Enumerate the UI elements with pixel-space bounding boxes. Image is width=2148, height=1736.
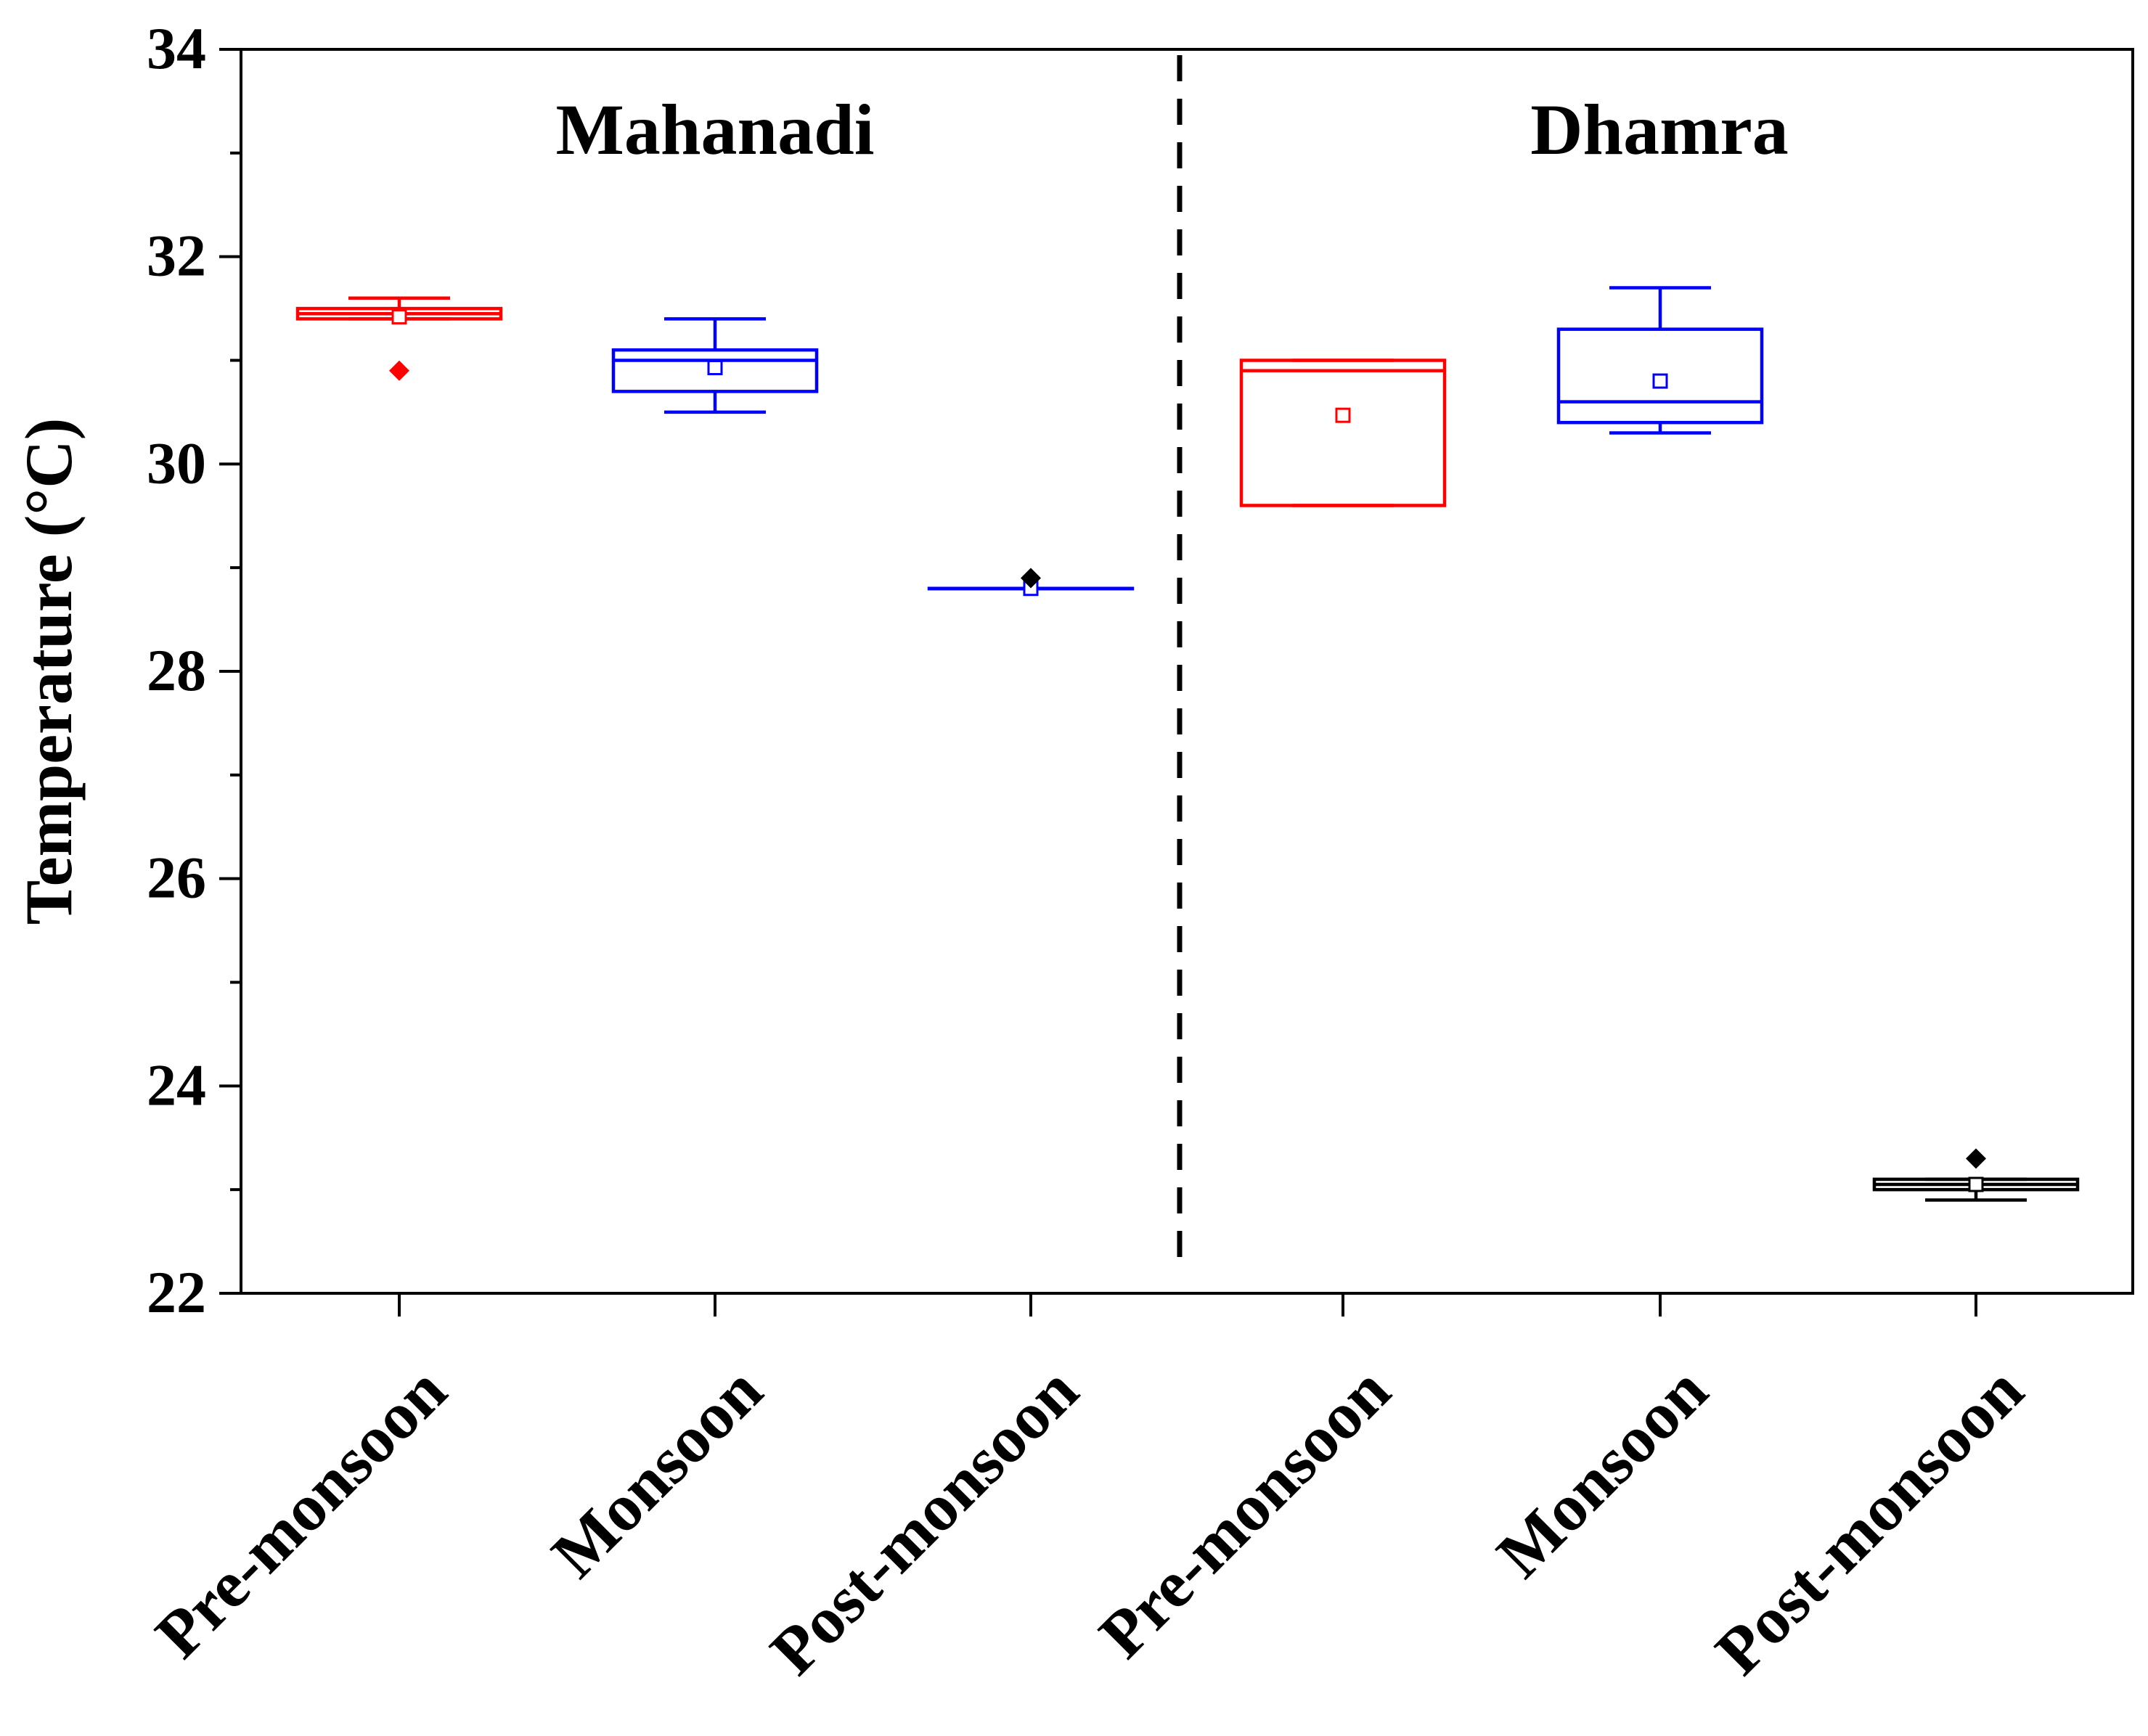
y-tick-label: 22 — [147, 1259, 206, 1325]
group-title: Mahanadi — [555, 89, 874, 170]
y-axis-label: Temperature (°C) — [12, 418, 86, 925]
box-2 — [611, 317, 819, 414]
outlier-point — [1966, 1148, 1986, 1169]
y-tick-label: 32 — [147, 223, 206, 289]
x-tick-label: Pre-monsoon — [1085, 1353, 1405, 1672]
mean-marker — [1335, 407, 1351, 423]
boxes — [295, 286, 2080, 1202]
x-tick-label: Post-monsoon — [1702, 1353, 2037, 1688]
x-tick-label: Pre-monsoon — [142, 1353, 461, 1672]
mean-marker — [1652, 373, 1668, 389]
mean-marker — [707, 359, 723, 375]
box-5 — [1556, 286, 1764, 435]
axes — [219, 48, 2134, 1317]
box-iqr — [611, 348, 819, 393]
group-title: Dhamra — [1530, 89, 1789, 170]
mean-marker — [1968, 1176, 1984, 1192]
plot-frame — [240, 48, 2134, 1295]
box-1 — [295, 296, 503, 381]
labels: 22 24 26 28 30 32 34 Temperature (°C) Pre-monsoo… — [12, 15, 2037, 1688]
box-iqr — [1556, 327, 1764, 425]
box-3 — [927, 568, 1135, 597]
box-4 — [1239, 359, 1447, 507]
y-tick-label: 26 — [147, 845, 206, 911]
box-6 — [1872, 1148, 2080, 1202]
mean-marker — [391, 309, 407, 325]
outlier-point — [389, 360, 409, 381]
y-tick-label: 28 — [147, 637, 206, 703]
box-iqr — [1239, 359, 1447, 507]
x-tick-label: Monsoon — [1482, 1353, 1721, 1592]
x-tick-label: Monsoon — [537, 1353, 776, 1592]
y-tick-label: 34 — [147, 15, 206, 81]
y-tick-label: 24 — [147, 1052, 206, 1118]
outlier-point — [1021, 568, 1041, 589]
y-tick-label: 30 — [147, 430, 206, 496]
x-tick-label: Post-monsoon — [756, 1353, 1092, 1688]
